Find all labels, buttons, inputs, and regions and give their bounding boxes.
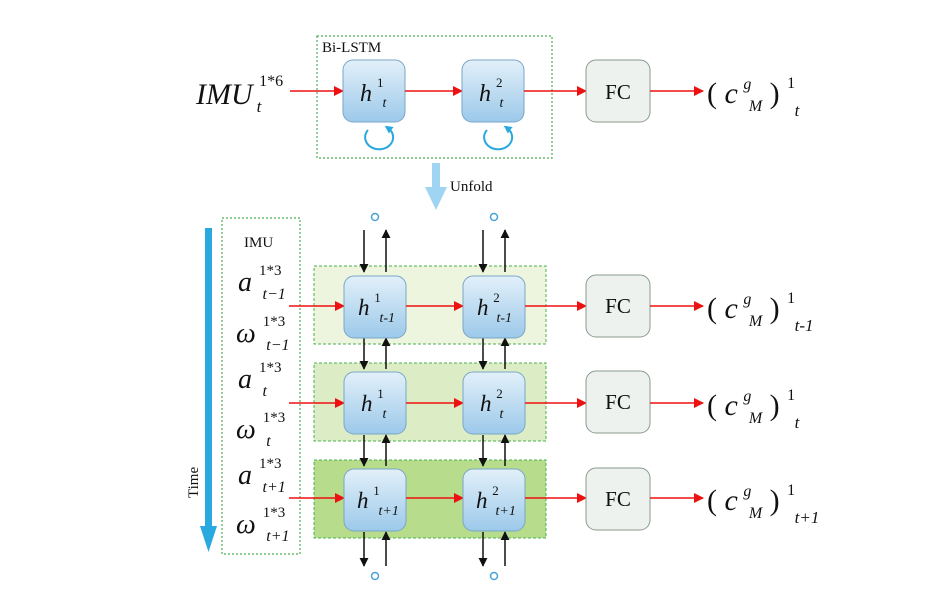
row3-cell-1-label: h 1 t+1: [357, 475, 399, 519]
row-t: h 1 t h 2 t FC ( c g M ) 1 t: [289, 370, 803, 435]
row3-cell-2-label: h 2 t+1: [476, 475, 516, 519]
row1-cell-2-label: h 2 t-1: [477, 282, 512, 326]
top-output: ( c g M ) 1 t: [707, 62, 803, 120]
top-fc: FC: [585, 59, 651, 123]
top-cell-2: h 2 t: [461, 59, 525, 123]
unfold-arrow-icon: [425, 163, 447, 210]
row3-fc-box: [585, 467, 651, 531]
row2-output: ( c g M ) 1 t: [707, 374, 803, 432]
row3-cell-1-box: [343, 468, 407, 532]
row-t-plus-1: h 1 t+1 h 2 t+1 FC ( c g M ) 1 t+1: [289, 467, 819, 532]
row1-output: ( c g M ) 1 t-1: [707, 277, 814, 335]
unfold-indicator: Unfold: [425, 163, 493, 210]
row3-cell-2-box: [462, 468, 526, 532]
row2-fc-box: [585, 370, 651, 434]
imu-a-t: a 1*3 t: [238, 348, 289, 400]
row1-cell-1-box: [343, 275, 407, 339]
vertical-arrows: [359, 229, 510, 567]
row2-cell-1-label: h 1 t: [361, 378, 390, 422]
imu-omega-t-plus-1: ω 1*3 t+1: [236, 493, 292, 545]
imu-a-t-minus-1: a 1*3 t−1: [238, 251, 289, 303]
imu-panel: IMU a 1*3 t−1 ω 1*3 t−1 a 1*3 t ω 1*3 t …: [221, 217, 301, 555]
top-cell-2-label: h 2 t: [479, 67, 509, 111]
recurrent-loop-icon-2: [483, 125, 514, 151]
recurrent-loop-icon-1: [364, 125, 395, 151]
unfold-label: Unfold: [450, 179, 493, 195]
top-cell-1: h 1 t: [342, 59, 406, 123]
imu-omega-t-minus-1: ω 1*3 t−1: [236, 302, 292, 354]
top-fc-label: FC: [605, 80, 631, 104]
row3-fc-label: FC: [605, 487, 631, 511]
time-axis: Time: [186, 228, 217, 552]
bottom-dot-col-2: [489, 571, 499, 581]
bottom-dot-col-1: [370, 571, 380, 581]
bi-lstm-label: Bi-LSTM: [322, 40, 381, 56]
row1-cell-2-box: [462, 275, 526, 339]
top-input-imu: IMU 1*6 t: [195, 60, 291, 116]
time-arrow-head-icon: [200, 526, 217, 552]
bi-lstm-top-box: Bi-LSTM: [316, 35, 553, 159]
imu-panel-title: IMU: [244, 235, 273, 251]
imu-panel-border: [221, 217, 301, 555]
time-label: Time: [186, 467, 202, 498]
row-t-minus-1: h 1 t-1 h 2 t-1 FC ( c g M ) 1 t-1: [289, 274, 814, 339]
imu-omega-t: ω 1*3 t: [236, 398, 292, 450]
row1-fc-label: FC: [605, 294, 631, 318]
imu-a-t-plus-1: a 1*3 t+1: [238, 444, 289, 496]
row2-fc-label: FC: [605, 390, 631, 414]
top-dot-col-1: [370, 212, 380, 222]
top-dot-col-2: [489, 212, 499, 222]
row2-cell-2-label: h 2 t: [480, 378, 509, 422]
row1-cell-1-label: h 1 t-1: [358, 282, 395, 326]
time-arrow-shaft: [205, 228, 212, 528]
row3-output: ( c g M ) 1 t+1: [707, 469, 819, 527]
top-cell-1-label: h 1 t: [360, 67, 390, 111]
bi-lstm-border: [316, 35, 553, 159]
